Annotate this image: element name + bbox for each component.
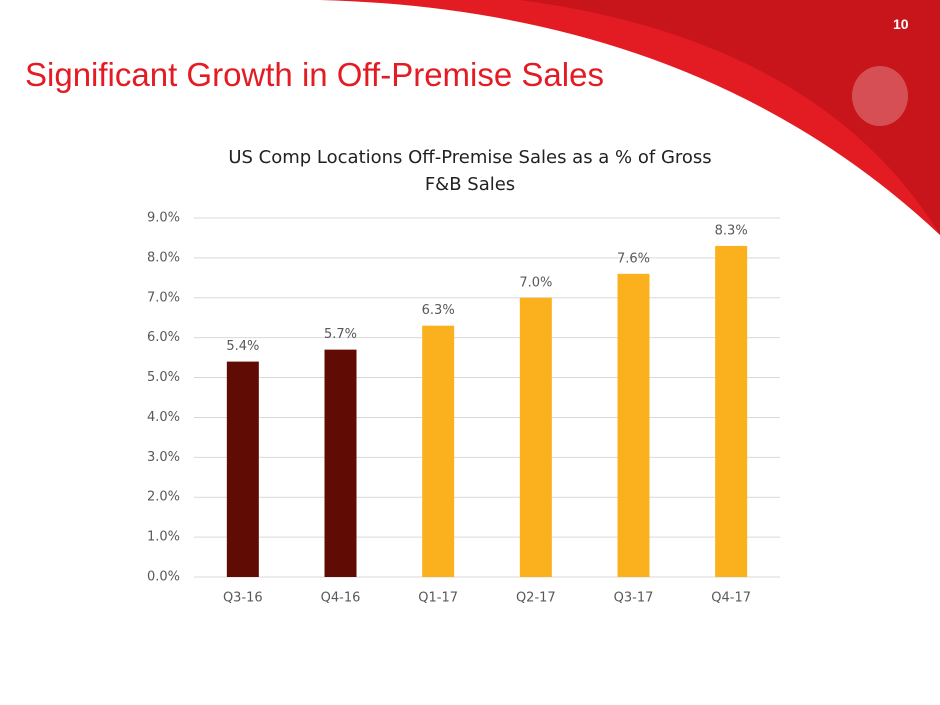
bar xyxy=(715,245,748,577)
value-label: 8.3% xyxy=(715,223,748,238)
y-tick-label: 9.0% xyxy=(147,211,180,226)
y-tick-label: 5.0% xyxy=(147,370,180,385)
y-tick-label: 8.0% xyxy=(147,250,180,265)
y-tick-label: 7.0% xyxy=(147,290,180,305)
header-shade xyxy=(520,0,940,235)
x-tick-label: Q4-17 xyxy=(711,591,751,606)
value-label: 7.6% xyxy=(617,251,650,266)
value-label: 5.7% xyxy=(324,327,357,342)
bar xyxy=(226,361,259,577)
y-tick-label: 1.0% xyxy=(147,530,180,545)
x-tick-label: Q1-17 xyxy=(418,591,458,606)
logo xyxy=(852,66,908,126)
value-label: 6.3% xyxy=(422,303,455,318)
y-tick-label: 6.0% xyxy=(147,330,180,345)
chart-title: US Comp Locations Off-Premise Sales as a… xyxy=(228,147,712,195)
x-tick-label: Q2-17 xyxy=(516,591,556,606)
page-number: 10 xyxy=(893,16,909,32)
slide-title: Significant Growth in Off-Premise Sales xyxy=(25,56,604,93)
y-tick-label: 0.0% xyxy=(147,570,180,585)
x-tick-label: Q3-16 xyxy=(223,591,263,606)
x-tick-label: Q4-16 xyxy=(321,591,361,606)
bar xyxy=(324,349,357,577)
value-label: 5.4% xyxy=(226,339,259,354)
y-tick-label: 3.0% xyxy=(147,450,180,465)
bar xyxy=(519,297,552,577)
y-tick-label: 2.0% xyxy=(147,490,180,505)
plot-area: 0.0% 1.0% 2.0% 3.0% 4.0% 5.0% 6.0% 7.0% 8.0% 9.0%… xyxy=(147,211,780,606)
x-tick-label: Q3-17 xyxy=(614,591,654,606)
y-tick-label: 4.0% xyxy=(147,410,180,425)
bar xyxy=(617,273,650,577)
value-label: 7.0% xyxy=(519,275,552,290)
bar xyxy=(422,325,455,577)
